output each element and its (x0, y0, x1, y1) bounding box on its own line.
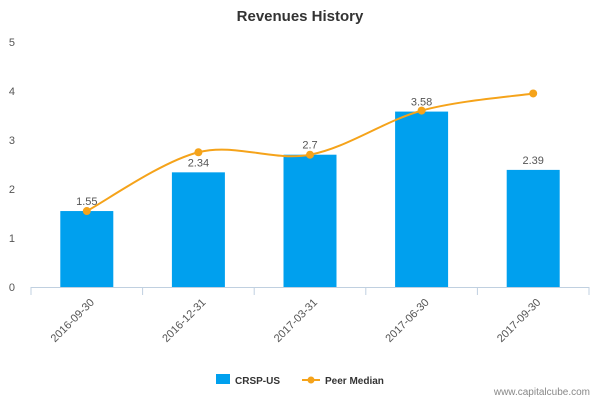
peer-median-point-2 (306, 150, 314, 159)
peer-median-point-4 (529, 89, 538, 98)
legend-label-peer-median: Peer Median (325, 376, 384, 387)
x-tick-label-2: 2017-03-31 (272, 297, 320, 345)
data-labels: 1.55 2.34 2.7 3.58 2.39 (76, 97, 544, 208)
legend: CRSP-US Peer Median (216, 374, 384, 387)
y-tick-label-0: 0 (9, 282, 15, 294)
bar-4 (506, 169, 560, 287)
data-label-0: 1.55 (76, 196, 97, 208)
bar-1 (171, 172, 225, 287)
peer-median-point-3 (417, 106, 426, 115)
bar-0 (60, 211, 114, 287)
y-axis: 0 1 2 3 4 5 (9, 37, 15, 294)
line-series (82, 89, 538, 216)
y-tick-label-3: 3 (9, 135, 15, 147)
data-label-1: 2.34 (188, 157, 209, 169)
y-tick-label-5: 5 (9, 37, 15, 49)
x-tick-label-0: 2016-09-30 (49, 297, 97, 345)
x-tick-label-4: 2017-09-30 (495, 297, 543, 345)
legend-label-crsp-us: CRSP-US (235, 376, 280, 387)
data-label-2: 2.7 (302, 140, 317, 152)
data-label-4: 2.39 (522, 155, 543, 167)
chart-title: Revenues History (237, 8, 364, 25)
x-axis: 2016-09-30 2016-12-31 2017-03-31 2017-06-30… (30, 287, 590, 345)
data-label-3: 3.58 (411, 97, 432, 109)
bar-3 (395, 111, 449, 287)
legend-marker-peer-median (307, 376, 315, 384)
peer-median-point-1 (194, 148, 203, 157)
peer-median-point-0 (82, 207, 91, 216)
bar-series (60, 111, 560, 287)
y-tick-label-1: 1 (9, 233, 15, 245)
credit-text: www.capitalcube.com (493, 387, 590, 398)
y-tick-label-4: 4 (9, 86, 15, 98)
bar-2 (283, 154, 337, 287)
y-tick-label-2: 2 (9, 184, 15, 196)
x-tick-label-1: 2016-12-31 (160, 297, 208, 345)
legend-swatch-crsp-us (216, 374, 230, 384)
x-tick-label-3: 2017-06-30 (383, 297, 431, 345)
